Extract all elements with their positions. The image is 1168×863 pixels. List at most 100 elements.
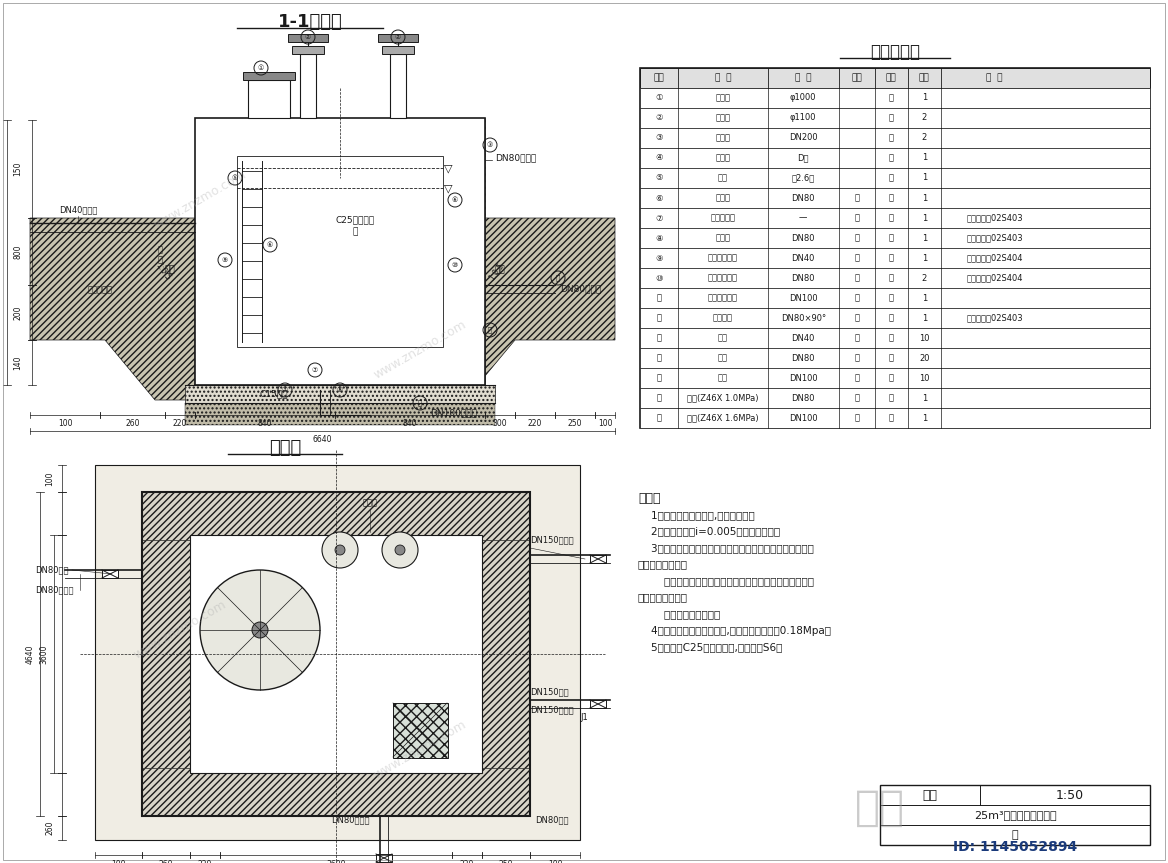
Text: 1: 1 (922, 173, 927, 182)
Text: ⑯: ⑯ (488, 327, 492, 333)
Text: 刚制弯头: 刚制弯头 (712, 313, 732, 323)
Text: C15垫层: C15垫层 (260, 389, 288, 399)
Bar (640, 88, 1150, 108)
Text: 800: 800 (14, 244, 22, 259)
Text: ②: ② (305, 34, 311, 40)
Text: 20: 20 (919, 354, 930, 362)
Text: 浮球阀: 浮球阀 (715, 193, 730, 203)
Text: 300: 300 (493, 419, 507, 427)
Text: ▽: ▽ (444, 183, 452, 193)
Text: 图: 图 (1011, 830, 1018, 840)
Text: DN150排污管: DN150排污管 (530, 705, 573, 715)
Text: ⑦: ⑦ (655, 213, 663, 223)
Bar (392, 703, 449, 758)
Text: 1:0.5: 1:0.5 (154, 261, 172, 282)
Text: 1:50: 1:50 (1056, 789, 1084, 802)
Text: 10: 10 (919, 333, 930, 343)
Text: 只: 只 (889, 154, 894, 162)
Text: 100: 100 (46, 471, 55, 486)
Text: ⑩: ⑩ (655, 274, 663, 282)
Text: ③: ③ (487, 142, 493, 148)
Text: DN40进水管: DN40进水管 (58, 205, 97, 215)
Text: ⑤: ⑤ (655, 173, 663, 182)
Text: 200: 200 (14, 306, 22, 320)
Text: 钢: 钢 (854, 394, 860, 402)
Text: DN80进水管: DN80进水管 (35, 585, 74, 595)
Bar (390, 54, 406, 118)
Bar (640, 228, 1150, 248)
Text: ⑧: ⑧ (336, 387, 343, 393)
Text: 挖填: 挖填 (165, 266, 175, 274)
Bar (640, 328, 1150, 348)
Bar (443, 156, 485, 347)
Text: 钢: 钢 (854, 193, 860, 203)
Bar (640, 68, 1150, 88)
Text: ⑪: ⑪ (656, 293, 661, 303)
Bar (142, 540, 190, 768)
Text: 220: 220 (173, 419, 187, 427)
Text: 只: 只 (889, 114, 894, 123)
Text: 刚性防水套管: 刚性防水套管 (708, 274, 738, 282)
Text: ⑬: ⑬ (556, 274, 561, 281)
Text: 祥见国标图02S403: 祥见国标图02S403 (966, 234, 1023, 243)
Text: 3600: 3600 (40, 645, 49, 664)
Text: DN80: DN80 (792, 354, 815, 362)
Text: 钢: 钢 (854, 293, 860, 303)
Text: 840: 840 (403, 419, 417, 427)
Text: 1:0.5: 1:0.5 (488, 261, 506, 282)
Text: ⑭: ⑭ (656, 354, 661, 362)
Bar (195, 118, 485, 385)
Text: 1: 1 (922, 234, 927, 243)
Bar (640, 108, 1150, 128)
Text: DN80: DN80 (792, 394, 815, 402)
Bar (292, 46, 324, 54)
Text: 比例: 比例 (923, 789, 938, 802)
Text: 祥见国标图02S403: 祥见国标图02S403 (966, 213, 1023, 223)
Bar (185, 385, 495, 403)
Bar (102, 570, 118, 578)
Text: 1、图中尺寸以毫米计,高程以米计；: 1、图中尺寸以毫米计,高程以米计； (638, 510, 755, 520)
Text: DN80供水管: DN80供水管 (559, 285, 602, 293)
Text: 数量: 数量 (919, 73, 930, 83)
Text: ②: ② (395, 34, 401, 40)
Text: 米: 米 (889, 354, 894, 362)
Text: 米: 米 (889, 333, 894, 343)
Text: 4、地基应为稳定的老土层,地基承载力不小于0.18Mpa；: 4、地基应为稳定的老土层,地基承载力不小于0.18Mpa； (638, 626, 830, 635)
Text: ⑨: ⑨ (655, 254, 663, 262)
Bar (640, 168, 1150, 188)
Text: 260: 260 (125, 419, 140, 427)
Text: 通风管: 通风管 (715, 134, 730, 142)
Text: 刚性防水套管: 刚性防水套管 (708, 293, 738, 303)
Text: C25钢筋混凝: C25钢筋混凝 (335, 216, 375, 224)
Text: 刚性防水套管: 刚性防水套管 (708, 254, 738, 262)
Bar (382, 46, 413, 54)
Text: ⑥: ⑥ (655, 193, 663, 203)
Text: 1: 1 (922, 93, 927, 103)
Text: DN80: DN80 (792, 193, 815, 203)
Text: 材料: 材料 (851, 73, 862, 83)
Bar (590, 555, 606, 563)
Bar (482, 540, 530, 768)
Text: 套: 套 (889, 173, 894, 182)
Text: DN80: DN80 (792, 274, 815, 282)
Text: 钢: 钢 (854, 413, 860, 423)
Text: —: — (799, 213, 807, 223)
Text: 只: 只 (889, 313, 894, 323)
Text: 3600: 3600 (326, 860, 346, 863)
Text: 1060: 1060 (0, 243, 1, 261)
Text: 井，闸阀井做法参: 井，闸阀井做法参 (638, 593, 688, 602)
Text: DN100: DN100 (788, 413, 818, 423)
Text: 100: 100 (598, 419, 612, 427)
Text: 220: 220 (528, 419, 542, 427)
Text: 1: 1 (922, 213, 927, 223)
Text: DN100排污管: DN100排污管 (430, 408, 477, 418)
Text: 名  称: 名 称 (715, 73, 731, 83)
Bar (640, 68, 1150, 428)
Text: DN80: DN80 (792, 234, 815, 243)
Text: DN80闸阀: DN80闸阀 (535, 816, 569, 824)
Text: 钢: 钢 (854, 274, 860, 282)
Text: 根: 根 (889, 134, 894, 142)
Bar (195, 156, 237, 347)
Text: ④: ④ (655, 154, 663, 162)
Text: DN200: DN200 (788, 134, 818, 142)
